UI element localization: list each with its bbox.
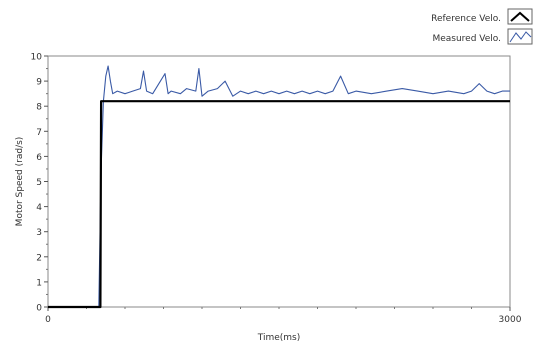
legend-label: Measured Velo. <box>432 34 501 44</box>
y-tick-label: 3 <box>36 228 42 238</box>
legend-swatch-box <box>507 8 533 25</box>
y-tick-label: 2 <box>36 253 42 263</box>
series-line-measured <box>48 65 510 308</box>
series-line-reference <box>48 100 510 309</box>
y-tick-label: 1 <box>36 278 42 288</box>
y-tick-label: 0 <box>36 304 42 314</box>
x-tick-label: 3000 <box>499 315 522 325</box>
x-tick-label: 0 <box>45 315 51 325</box>
legend-label: Reference Velo. <box>431 14 501 24</box>
y-tick-label: 4 <box>36 203 42 213</box>
plot-area <box>47 55 511 308</box>
legend-swatch-box <box>507 28 533 45</box>
legend-swatch-measured <box>509 31 532 43</box>
y-tick-label: 8 <box>36 103 42 113</box>
y-tick-label: 7 <box>36 128 42 138</box>
x-axis-label: Time(ms) <box>257 333 301 343</box>
y-axis-label: Motor Speed (rad/s) <box>15 137 25 227</box>
y-tick-label: 9 <box>36 78 42 88</box>
legend-swatch-reference <box>510 11 530 22</box>
y-tick-label: 5 <box>36 178 42 188</box>
y-tick-label: 6 <box>36 153 42 163</box>
y-tick-label: 10 <box>31 53 43 63</box>
